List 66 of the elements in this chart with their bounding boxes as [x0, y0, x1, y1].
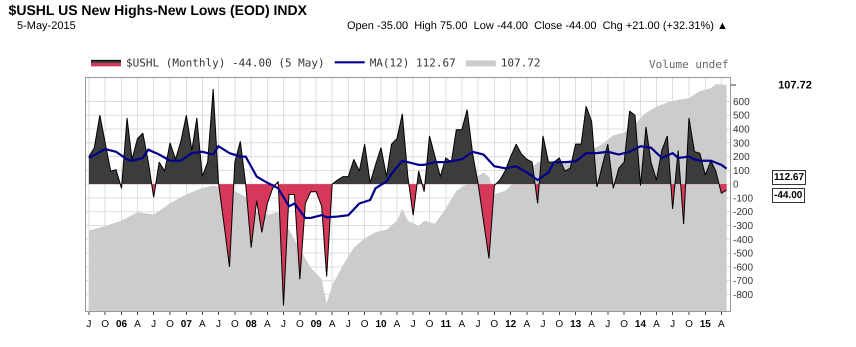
x-tick-label: J	[540, 319, 546, 330]
x-tick-label: 07	[180, 319, 192, 330]
text: Open -35.00 High 75.00 Low -44.00 Close -44.00 Chg +21.00 (+32.31%) ▲	[347, 20, 728, 32]
x-tick-label: 11	[440, 319, 452, 330]
x-tick-label: J	[475, 319, 480, 330]
y-tick-label: 500	[733, 110, 750, 122]
y-tick-label: -100	[733, 193, 754, 204]
y-tick-label: 100	[733, 166, 750, 177]
legend-label: MA(12) 112.67	[370, 56, 456, 70]
y-tick-label: -800	[733, 290, 754, 301]
x-tick-label: A	[134, 319, 142, 330]
x-tick-label: J	[346, 319, 351, 330]
y-tick-label: -700	[733, 276, 754, 288]
text: 112.67	[774, 172, 804, 183]
x-tick-label: J	[605, 319, 610, 330]
x-tick-label: O	[490, 319, 498, 330]
y-tick-label: -200	[733, 207, 754, 218]
y-tick-label: 300	[733, 138, 750, 150]
text: Volume undef	[649, 58, 728, 71]
x-tick-label: 15	[700, 319, 712, 330]
x-tick-label: A	[653, 319, 660, 330]
y-tick-label: -300	[733, 221, 754, 232]
x-tick-label: 06	[116, 319, 128, 330]
x-tick-label: J	[216, 319, 221, 330]
x-tick-label: A	[264, 319, 272, 330]
x-tick-label: A	[328, 319, 336, 330]
x-tick-label: O	[166, 319, 174, 330]
x-tick-label: A	[394, 319, 401, 330]
y2-tick-label: 107.72	[778, 80, 812, 92]
chart-subtitle: 5-May-2015	[17, 20, 76, 32]
x-tick-label: 10	[375, 319, 387, 330]
x-tick-label: O	[101, 319, 110, 330]
x-tick-label: 09	[310, 319, 322, 330]
line-series	[88, 145, 728, 220]
x-tick-label: O	[426, 319, 434, 330]
x-tick-label: A	[458, 319, 466, 330]
x-tick-label: A	[198, 319, 206, 330]
y-tick-label: -500	[733, 248, 754, 260]
x-tick-label: O	[360, 319, 369, 330]
x-tick-label: J	[410, 319, 416, 330]
x-tick-label: J	[151, 319, 156, 330]
x-tick-label: 08	[246, 319, 258, 330]
y-tick-label: 600	[733, 96, 750, 108]
x-tick-label: A	[523, 319, 530, 330]
x-tick-label: O	[620, 319, 628, 330]
x-tick-label: 14	[634, 319, 646, 330]
x-tick-label: O	[296, 319, 304, 330]
y-tick-label: -600	[733, 262, 754, 274]
x-tick-label: O	[685, 319, 694, 330]
chart-title: $USHL US New Highs-New Lows (EOD) INDX	[8, 2, 308, 18]
x-tick-label: O	[555, 319, 564, 330]
y-tick-label: 400	[733, 124, 750, 136]
x-tick-label: O	[230, 319, 239, 330]
x-tick-label: J	[86, 319, 92, 330]
x-tick-label: A	[718, 319, 725, 330]
y-tick-label: 0	[733, 180, 739, 191]
x-tick-label: 12	[505, 319, 517, 330]
y-tick-label: 200	[733, 152, 750, 164]
x-tick-label: J	[281, 319, 286, 330]
x-tick-label: J	[670, 319, 676, 330]
x-tick-label: 13	[570, 319, 582, 330]
legend-label: $USHL (Monthly) -44.00 (5 May)	[126, 56, 325, 70]
legend-label: 107.72	[500, 56, 541, 70]
y-tick-label: -400	[733, 234, 754, 246]
x-tick-label: A	[588, 319, 596, 330]
text: -44.00	[774, 190, 803, 201]
